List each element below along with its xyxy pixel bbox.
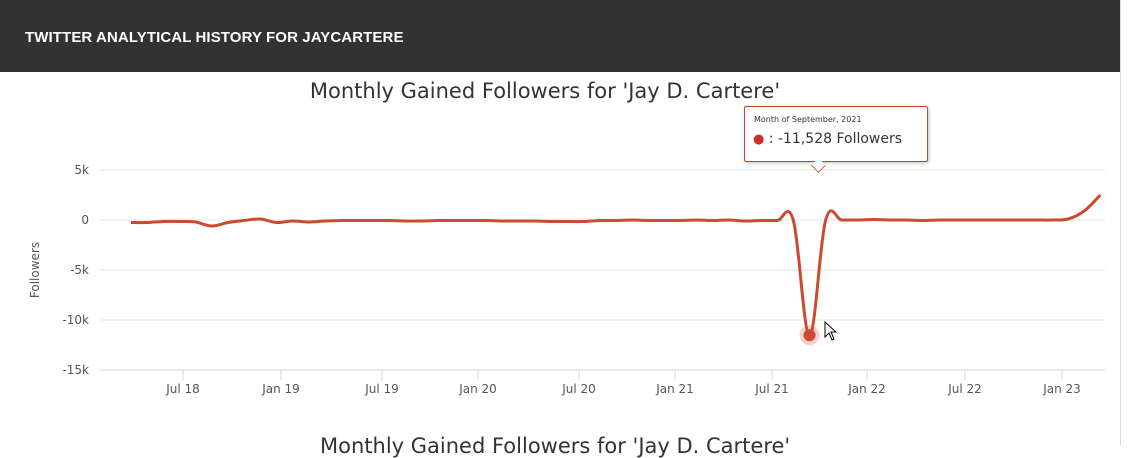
tooltip-header: Month of September, 2021: [754, 115, 862, 124]
series-marker-icon: ●: [753, 132, 765, 147]
x-tick-label: Jan 23: [1042, 382, 1081, 396]
x-tick-label: Jan 21: [655, 382, 694, 396]
x-tick-label: Jul 18: [165, 382, 200, 396]
tooltip-value: -11,528 Followers: [777, 131, 903, 147]
chart-title: Monthly Gained Followers for 'Jay D. Car…: [310, 79, 780, 103]
scrollbar[interactable]: [1120, 0, 1129, 446]
x-tick-label: Jan 20: [458, 382, 497, 396]
next-chart-title: Monthly Gained Followers for 'Jay D. Car…: [320, 434, 791, 458]
y-tick-label: -5k: [70, 263, 89, 277]
y-tick-label: 5k: [74, 163, 89, 177]
y-tick-label: -15k: [62, 363, 89, 377]
data-point-hovered[interactable]: [803, 329, 816, 342]
tooltip-separator: :: [768, 131, 774, 147]
x-tick-label: Jan 19: [261, 382, 300, 396]
x-tick-label: Jul 20: [561, 382, 596, 396]
x-tick-label: Jul 22: [947, 382, 982, 396]
page-header: TWITTER ANALYTICAL HISTORY FOR JAYCARTER…: [0, 0, 1120, 72]
x-tick-label: Jan 22: [847, 382, 886, 396]
page-title: TWITTER ANALYTICAL HISTORY FOR JAYCARTER…: [25, 29, 404, 46]
x-tick-label: Jul 21: [754, 382, 789, 396]
series-line: [130, 193, 1102, 337]
y-tick-label: -10k: [62, 313, 89, 327]
x-tick-label: Jul 19: [364, 382, 399, 396]
cursor-icon: [824, 320, 838, 341]
followers-chart: Monthly Gained Followers for 'Jay D. Car…: [28, 79, 1105, 396]
tooltip: Month of September, 2021 ● : -11,528 Fol…: [744, 106, 928, 162]
y-axis-label: Followers: [28, 242, 42, 298]
y-tick-label: 0: [81, 213, 89, 227]
